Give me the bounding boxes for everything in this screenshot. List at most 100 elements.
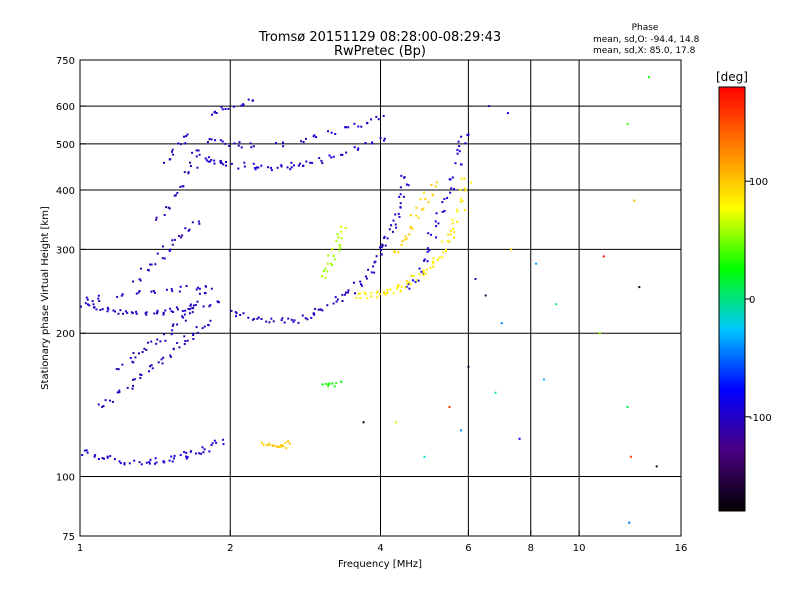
data-point xyxy=(270,166,272,169)
data-point xyxy=(135,310,137,313)
data-point xyxy=(417,279,420,282)
data-point xyxy=(156,311,159,314)
data-point xyxy=(399,202,402,205)
data-point xyxy=(205,159,208,162)
data-point xyxy=(189,304,192,307)
data-point xyxy=(310,316,313,319)
data-point xyxy=(334,258,337,261)
data-point xyxy=(290,318,293,321)
data-point xyxy=(509,248,512,251)
data-point xyxy=(168,207,171,210)
data-point xyxy=(463,209,466,212)
data-point xyxy=(432,265,435,268)
data-point xyxy=(118,460,121,463)
data-point xyxy=(167,206,170,209)
data-point xyxy=(210,138,213,141)
phase-header: Phase xyxy=(632,23,659,33)
data-point xyxy=(423,259,425,262)
data-point xyxy=(469,181,472,184)
data-point xyxy=(460,177,463,180)
data-point xyxy=(92,303,95,306)
data-point xyxy=(425,268,428,271)
data-point xyxy=(186,339,189,342)
data-point xyxy=(405,285,408,288)
data-point xyxy=(129,357,132,359)
data-point xyxy=(224,108,227,110)
data-point xyxy=(97,297,100,300)
data-point xyxy=(170,333,173,336)
data-point xyxy=(170,455,173,458)
data-point xyxy=(195,155,198,158)
data-point xyxy=(185,135,188,138)
data-point xyxy=(409,227,412,229)
data-point xyxy=(376,296,379,299)
data-point xyxy=(441,256,444,259)
data-point xyxy=(162,245,164,248)
data-point xyxy=(197,220,200,223)
data-point xyxy=(177,308,179,311)
data-point xyxy=(147,341,149,344)
data-point xyxy=(106,306,109,309)
data-point xyxy=(150,263,153,266)
data-point xyxy=(209,304,212,307)
data-point xyxy=(204,157,207,160)
data-point xyxy=(138,278,141,281)
data-point xyxy=(217,300,219,303)
data-point xyxy=(265,320,268,323)
data-point xyxy=(330,262,333,265)
data-point xyxy=(188,312,191,315)
data-point xyxy=(176,192,179,194)
data-point xyxy=(97,403,100,406)
data-point xyxy=(364,275,367,278)
data-point xyxy=(452,236,455,239)
data-point xyxy=(299,162,301,165)
data-point xyxy=(192,304,195,307)
data-point xyxy=(185,455,188,458)
data-point xyxy=(328,154,331,157)
data-point xyxy=(445,248,447,251)
data-point xyxy=(132,361,135,364)
data-point xyxy=(602,255,605,258)
data-point xyxy=(366,297,369,300)
data-point xyxy=(409,283,412,286)
data-point xyxy=(242,312,245,315)
data-point xyxy=(214,110,216,113)
data-point xyxy=(171,148,174,151)
data-point xyxy=(420,270,423,273)
data-point xyxy=(262,443,265,446)
data-point xyxy=(390,224,392,227)
data-point xyxy=(460,135,463,138)
y-tick-label: 500 xyxy=(56,140,75,151)
data-point xyxy=(422,274,425,277)
data-point xyxy=(179,285,182,288)
data-point xyxy=(145,313,148,316)
data-point xyxy=(239,314,242,316)
data-point xyxy=(383,235,386,238)
data-point xyxy=(441,210,444,213)
data-point xyxy=(655,465,658,468)
series-points xyxy=(80,285,220,316)
data-point xyxy=(394,223,397,226)
data-point xyxy=(383,139,385,142)
data-point xyxy=(353,122,356,125)
data-point xyxy=(260,318,263,320)
data-point xyxy=(148,370,150,373)
data-point xyxy=(209,319,212,322)
data-point xyxy=(94,454,97,457)
data-point xyxy=(386,237,389,240)
data-point xyxy=(155,216,158,219)
data-point xyxy=(131,387,134,390)
data-point xyxy=(626,406,629,408)
data-point xyxy=(260,164,263,167)
data-point xyxy=(233,142,236,145)
data-point xyxy=(150,364,153,367)
data-point xyxy=(194,452,197,455)
data-point xyxy=(155,218,158,221)
data-point xyxy=(198,452,201,455)
data-point xyxy=(200,452,203,455)
data-point xyxy=(157,361,160,364)
data-point xyxy=(164,309,167,312)
data-point xyxy=(210,287,213,290)
data-point xyxy=(339,244,342,247)
data-point xyxy=(103,457,105,460)
